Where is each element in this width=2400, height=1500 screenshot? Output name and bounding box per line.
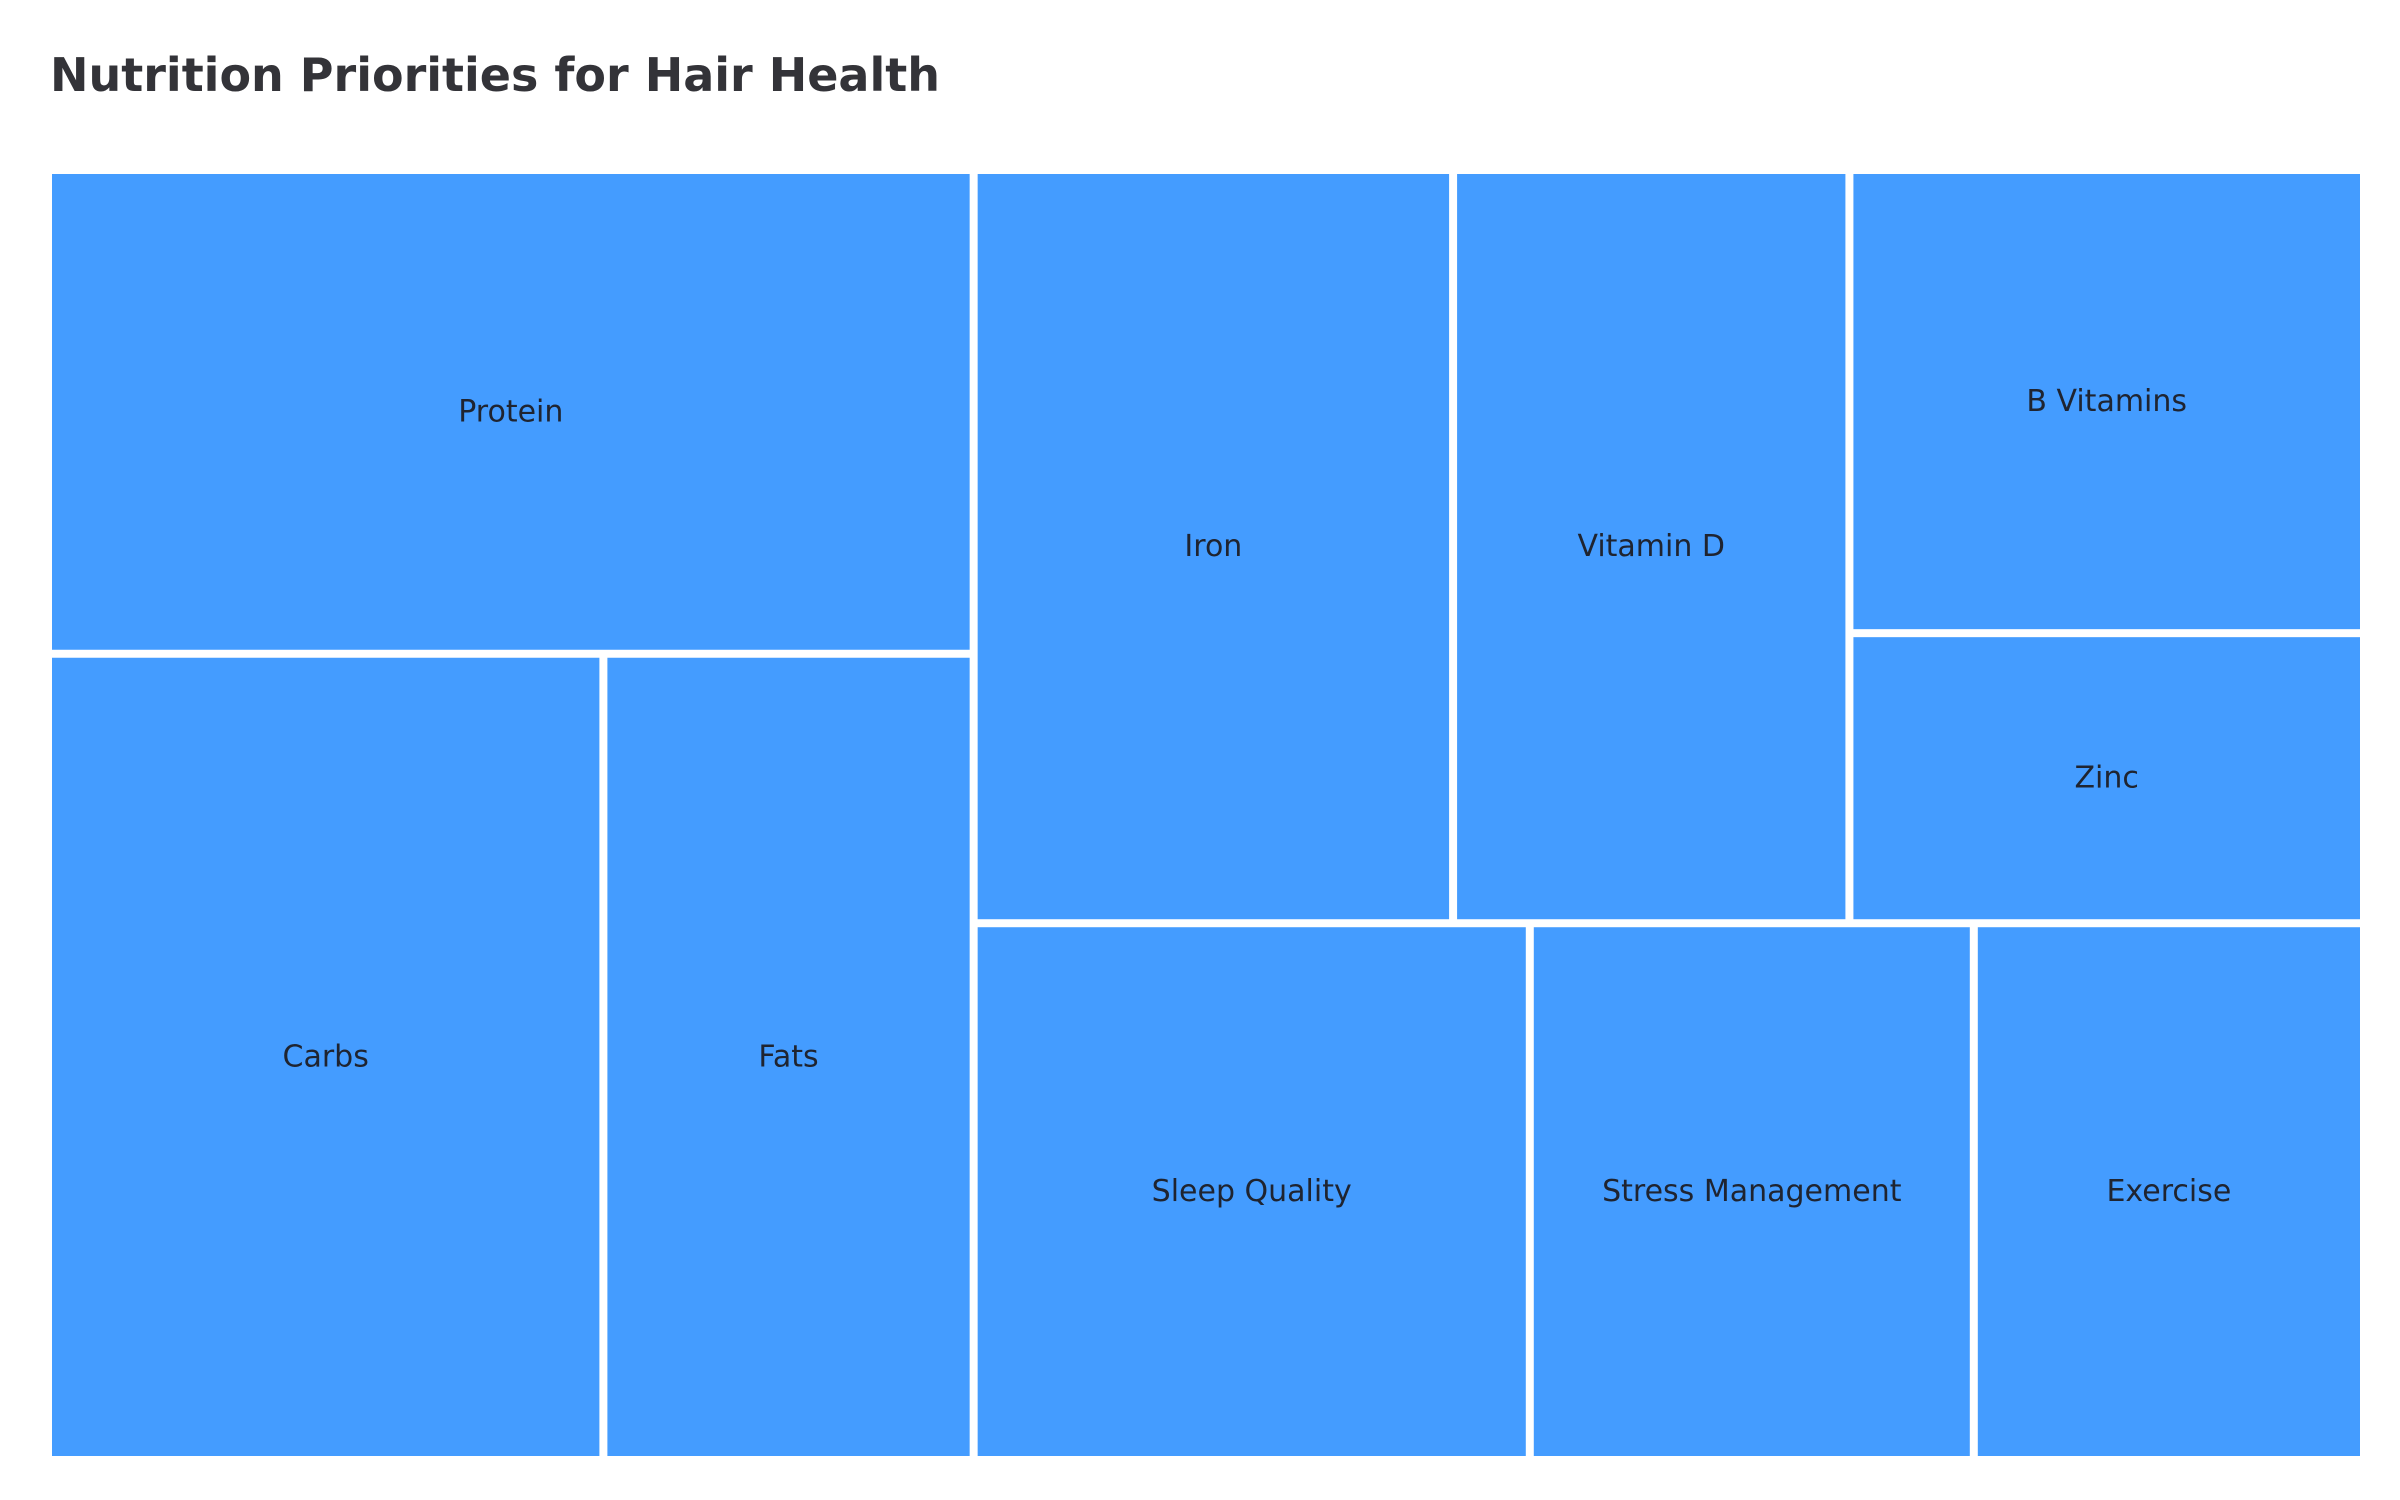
tile-label: Protein [458,394,563,429]
tile-rect [52,174,970,650]
tile-label: Vitamin D [1577,529,1725,564]
tile-label: Fats [758,1039,818,1074]
tile-label: Iron [1184,529,1242,564]
tile-stress-management: Stress Management [1533,927,1970,1456]
tile-iron: Iron [977,174,1450,920]
tile-carbs: Carbs [52,657,600,1456]
tile-rect [1853,174,2360,630]
tile-label: Zinc [2075,761,2139,796]
tile-sleep-quality: Sleep Quality [977,927,1526,1456]
tile-protein: Protein [52,174,970,650]
tile-rect [1457,174,1846,920]
tile-rect [1853,637,2360,920]
tile-label: Exercise [2106,1174,2231,1209]
chart-title: Nutrition Priorities for Hair Health [50,48,940,102]
tile-rect [977,174,1450,920]
tile-label: Carbs [283,1039,369,1074]
tile-b-vitamins: B Vitamins [1853,174,2360,630]
tile-label: Sleep Quality [1152,1174,1352,1209]
tile-rect [1533,927,1970,1456]
tile-rect [1977,927,2360,1456]
tile-fats: Fats [607,657,970,1456]
tile-rect [52,657,600,1456]
tile-exercise: Exercise [1977,927,2360,1456]
tile-label: Stress Management [1602,1174,1902,1209]
tile-rect [607,657,970,1456]
tile-vitamin-d: Vitamin D [1457,174,1846,920]
tile-rect [977,927,1526,1456]
tile-label: B Vitamins [2026,384,2187,419]
tile-zinc: Zinc [1853,637,2360,920]
